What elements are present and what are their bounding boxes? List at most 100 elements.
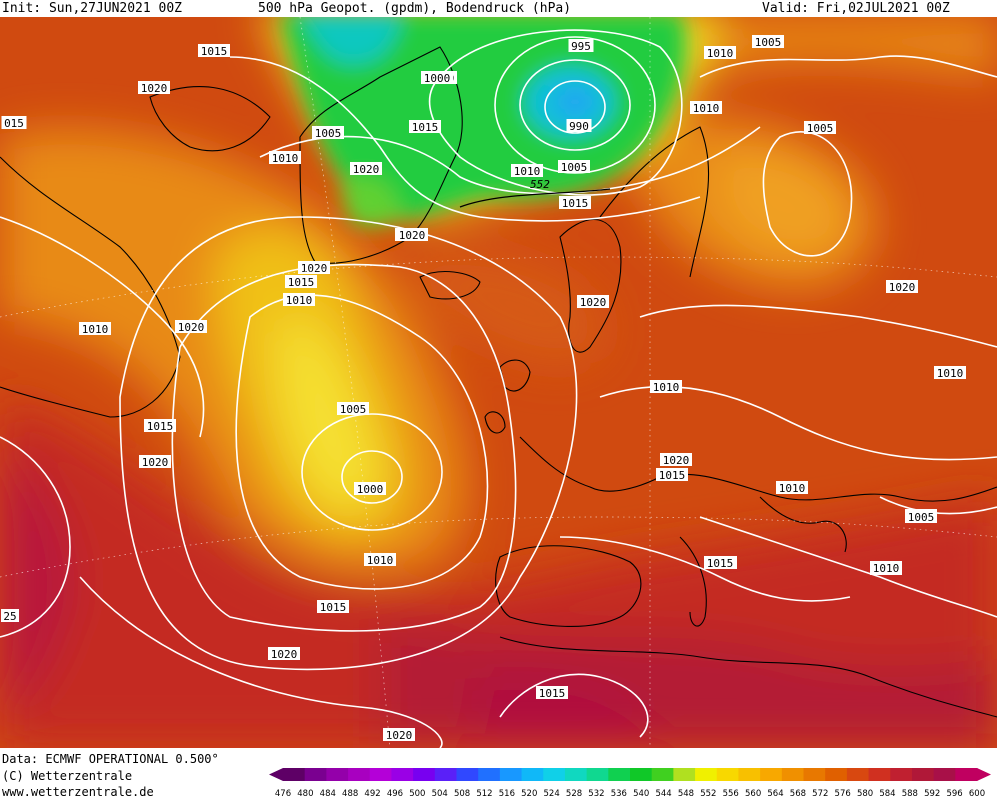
legend-tick-label: 576 xyxy=(835,789,851,799)
svg-text:1015: 1015 xyxy=(320,601,347,614)
isobar-label: 1015 xyxy=(285,275,317,289)
isobar-label: 1015 xyxy=(144,419,176,433)
isobar-label: 990 xyxy=(566,119,592,133)
isobar-label: 1005 xyxy=(804,121,836,135)
legend-tick-label: 528 xyxy=(566,789,582,799)
svg-text:1005: 1005 xyxy=(561,161,588,174)
isobar-label: 1020 xyxy=(660,453,692,467)
svg-text:1005: 1005 xyxy=(340,403,367,416)
isobar-north-1015 xyxy=(229,56,701,222)
svg-text:1010: 1010 xyxy=(873,562,900,575)
legend-swatch xyxy=(521,768,544,781)
legend-tick-label: 508 xyxy=(454,789,470,799)
svg-text:1020: 1020 xyxy=(301,262,328,275)
isobar-label: 1020 xyxy=(886,280,918,294)
legend-swatch xyxy=(391,768,414,781)
isobar-low-atlantic-1000 xyxy=(341,450,403,504)
isobar-label: 1010 xyxy=(364,553,396,567)
isobar-label: 1010 xyxy=(690,101,722,115)
isobar-low-arctic-995 xyxy=(519,59,631,151)
isobar-label: 1015 xyxy=(536,686,568,700)
isobar-low-arctic-990 xyxy=(544,80,606,134)
isobar-north-1010 xyxy=(259,126,761,195)
isobar-low-atlantic-1005 xyxy=(301,413,443,531)
legend-swatch xyxy=(890,768,913,781)
legend-tick-label: 504 xyxy=(432,789,448,799)
coastlines xyxy=(0,46,997,718)
legend-max-arrow xyxy=(977,768,991,781)
legend-swatch xyxy=(695,768,718,781)
legend-swatch xyxy=(304,768,327,781)
legend-tick-label: 588 xyxy=(902,789,918,799)
svg-text:1020: 1020 xyxy=(663,454,690,467)
legend-tick-label: 480 xyxy=(297,789,313,799)
isobar-label: 1005 xyxy=(558,160,590,174)
color-legend: 476 480 484 488 492 496 500 504 508 512 516 520 524 5… xyxy=(269,768,991,799)
legend-swatch xyxy=(760,768,783,781)
isobar-label: 015 xyxy=(1,116,27,130)
legend-swatch xyxy=(456,768,479,781)
svg-text:1010: 1010 xyxy=(779,482,806,495)
isobar-label: 1020 xyxy=(138,81,170,95)
legend-swatch xyxy=(955,768,978,781)
website-link[interactable]: www.wetterzentrale.de xyxy=(2,785,154,799)
svg-text:1005: 1005 xyxy=(315,127,342,140)
weather-map: 1015102001510101005100010201010101510009… xyxy=(0,17,997,748)
isobar-label: 1015 xyxy=(704,556,736,570)
legend-tick-label: 556 xyxy=(723,789,739,799)
isobar-label: 1010 xyxy=(934,366,966,380)
isobar-label: 1005 xyxy=(312,126,344,140)
isobar-label: 1020 xyxy=(350,162,382,176)
svg-text:1020: 1020 xyxy=(178,321,205,334)
svg-text:1005: 1005 xyxy=(807,122,834,135)
svg-text:1005: 1005 xyxy=(755,36,782,49)
legend-swatch xyxy=(586,768,609,781)
legend-tick-label: 476 xyxy=(275,789,291,799)
legend-min-arrow xyxy=(269,768,283,781)
svg-text:1010: 1010 xyxy=(272,152,299,165)
svg-text:1010: 1010 xyxy=(286,294,313,307)
isobar-label: 1020 xyxy=(175,320,207,334)
legend-tick-label: 516 xyxy=(499,789,515,799)
legend-swatch xyxy=(369,768,392,781)
geopotential-contour-552 xyxy=(459,188,611,208)
legend-swatch xyxy=(326,768,349,781)
isobar-atlantic-1020 xyxy=(119,216,578,671)
isobar-label: 1005 xyxy=(752,35,784,49)
legend-tick-label: 580 xyxy=(857,789,873,799)
isobar-label: 1000 xyxy=(421,71,453,85)
isobar-label: 1020 xyxy=(268,647,300,661)
isobar-label: 1010 xyxy=(650,380,682,394)
legend-swatch xyxy=(348,768,371,781)
copyright-label: (C) Wetterzentrale xyxy=(2,769,133,783)
isobar-africa-1015 xyxy=(499,673,649,738)
svg-text:015: 015 xyxy=(4,117,24,130)
isobar-west-1020 xyxy=(0,436,71,638)
data-source-label: Data: ECMWF OPERATIONAL 0.500° xyxy=(2,752,219,766)
isobar-atlantic-1015 xyxy=(171,263,517,632)
svg-text:1010: 1010 xyxy=(707,47,734,60)
isobar-label: 1010 xyxy=(79,322,111,336)
svg-text:1020: 1020 xyxy=(353,163,380,176)
legend-tick-label: 552 xyxy=(700,789,716,799)
svg-text:25: 25 xyxy=(3,610,16,623)
svg-text:1000: 1000 xyxy=(357,483,384,496)
legend-swatch xyxy=(608,768,631,781)
legend-swatch xyxy=(803,768,826,781)
geopotential-labels: 552 xyxy=(530,178,550,191)
svg-text:1020: 1020 xyxy=(889,281,916,294)
legend-tick-label: 584 xyxy=(879,789,895,799)
legend-swatch xyxy=(564,768,588,781)
isobar-se-1005 xyxy=(879,496,997,515)
isobar-ne-1010 xyxy=(699,55,997,78)
legend-swatch xyxy=(499,768,523,781)
legend-tick-label: 488 xyxy=(342,789,358,799)
svg-text:1015: 1015 xyxy=(659,469,686,482)
legend-tick-label: 600 xyxy=(969,789,985,799)
legend-swatch xyxy=(846,768,870,781)
legend-swatch xyxy=(868,768,891,781)
legend-swatch xyxy=(781,768,804,781)
init-time-label: Init: Sun,27JUN2021 00Z xyxy=(2,1,183,16)
isobar-med-1015 xyxy=(559,536,851,602)
